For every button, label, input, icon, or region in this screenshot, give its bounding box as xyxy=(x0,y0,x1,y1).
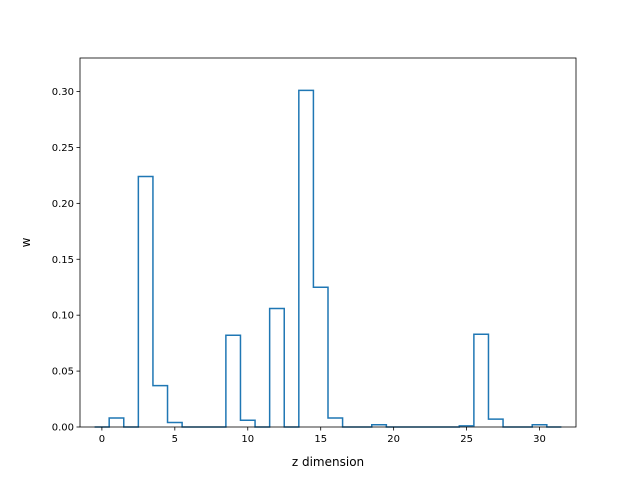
axes-frame xyxy=(79,57,577,428)
bin-mark xyxy=(474,334,489,427)
x-tick-label: 30 xyxy=(533,434,546,445)
x-tick-label: 5 xyxy=(172,434,178,445)
y-axis-ticks: 0.00 0.05 0.10 0.15 0.20 0.25 0.30 xyxy=(52,87,80,434)
bin-mark xyxy=(313,287,328,427)
y-tick-label: 0.05 xyxy=(52,367,74,378)
step-series-line xyxy=(94,89,562,428)
bin-mark xyxy=(226,335,241,427)
y-tick-label: 0.00 xyxy=(52,423,74,434)
y-tick-label: 0.30 xyxy=(52,87,74,98)
bin-mark xyxy=(240,420,255,427)
bin-mark xyxy=(488,419,503,427)
bin-mark xyxy=(168,423,183,427)
bin-mark xyxy=(299,90,314,427)
bin-mark xyxy=(328,418,343,427)
bin-mark xyxy=(138,177,153,427)
bin-mark xyxy=(109,418,124,427)
x-tick-label: 20 xyxy=(387,434,400,445)
x-tick-label: 0 xyxy=(99,434,105,445)
y-tick-label: 0.10 xyxy=(52,311,74,322)
y-tick-label: 0.15 xyxy=(52,255,74,266)
bin-mark xyxy=(153,386,168,427)
x-axis-ticks: 0 5 10 15 20 25 30 xyxy=(99,427,546,445)
x-axis-label: z dimension xyxy=(292,455,364,469)
x-tick-label: 15 xyxy=(314,434,327,445)
x-tick-label: 10 xyxy=(241,434,254,445)
y-axis-label: w xyxy=(19,237,33,247)
x-tick-label: 25 xyxy=(460,434,473,445)
bin-mark xyxy=(270,308,285,427)
y-tick-label: 0.20 xyxy=(52,199,74,210)
plot-area xyxy=(94,89,562,428)
y-tick-label: 0.25 xyxy=(52,143,74,154)
